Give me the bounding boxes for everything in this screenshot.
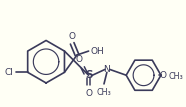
Text: O: O [69,32,76,41]
Text: O: O [75,55,82,64]
Text: Cl: Cl [4,68,13,77]
Text: OH: OH [91,47,104,56]
Text: N: N [104,65,110,74]
Text: CH₃: CH₃ [97,88,111,97]
Text: CH₃: CH₃ [169,72,183,81]
Text: S: S [85,70,92,80]
Text: O: O [160,71,167,80]
Text: O: O [85,89,92,98]
